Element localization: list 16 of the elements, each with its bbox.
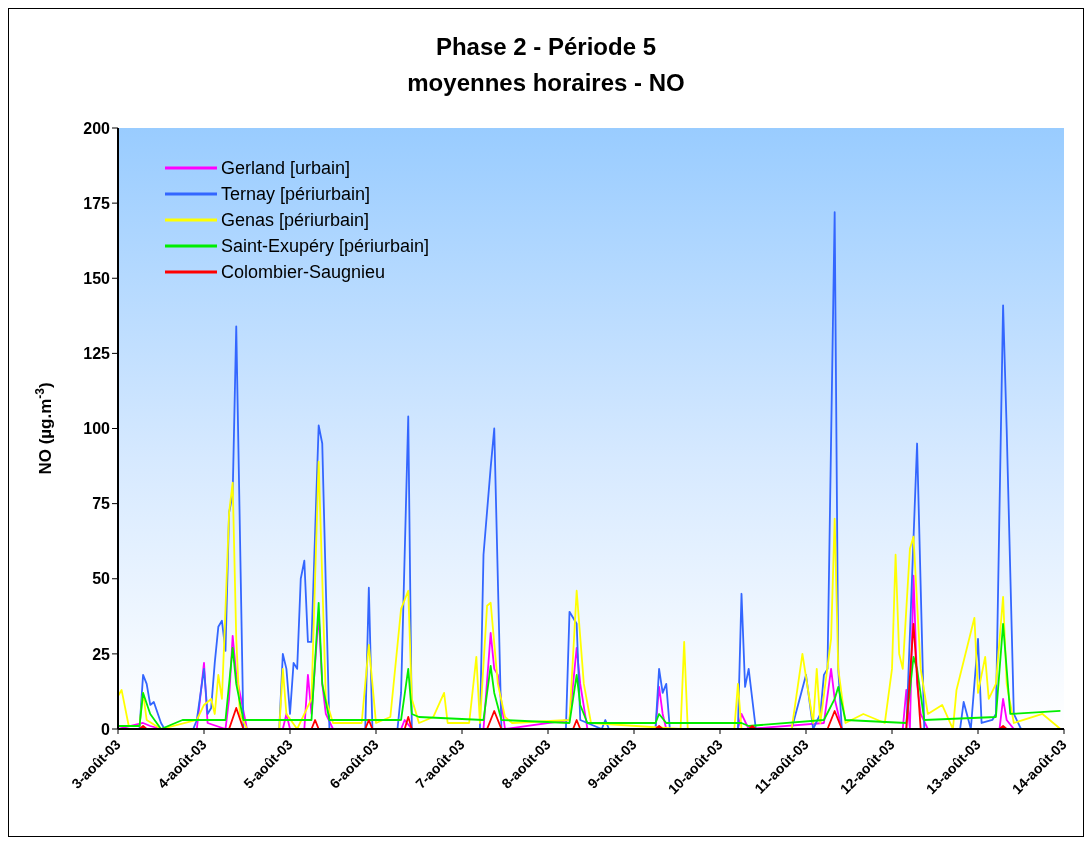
y-tick-label: 0: [101, 720, 111, 738]
chart-subtitle: moyennes horaires - NO: [406, 68, 686, 98]
legend-label: Ternay [périurbain]: [221, 183, 371, 206]
chart-title: Phase 2 - Période 5: [434, 32, 658, 62]
y-tick-label: 200: [83, 119, 111, 137]
y-tick-label: 175: [83, 194, 111, 212]
y-tick-label: 100: [83, 420, 111, 438]
y-tick-label: 50: [92, 570, 111, 588]
legend-label: Colombier-Saugnieu: [221, 261, 386, 284]
y-tick-label: 125: [83, 345, 111, 363]
y-tick-label: 75: [92, 495, 111, 513]
legend-label: Saint-Exupéry [périurbain]: [221, 235, 430, 258]
y-tick-label: 150: [83, 269, 111, 287]
legend-label: Genas [périurbain]: [221, 209, 370, 232]
legend-label: Gerland [urbain]: [221, 157, 351, 180]
y-tick-label: 25: [92, 645, 111, 663]
